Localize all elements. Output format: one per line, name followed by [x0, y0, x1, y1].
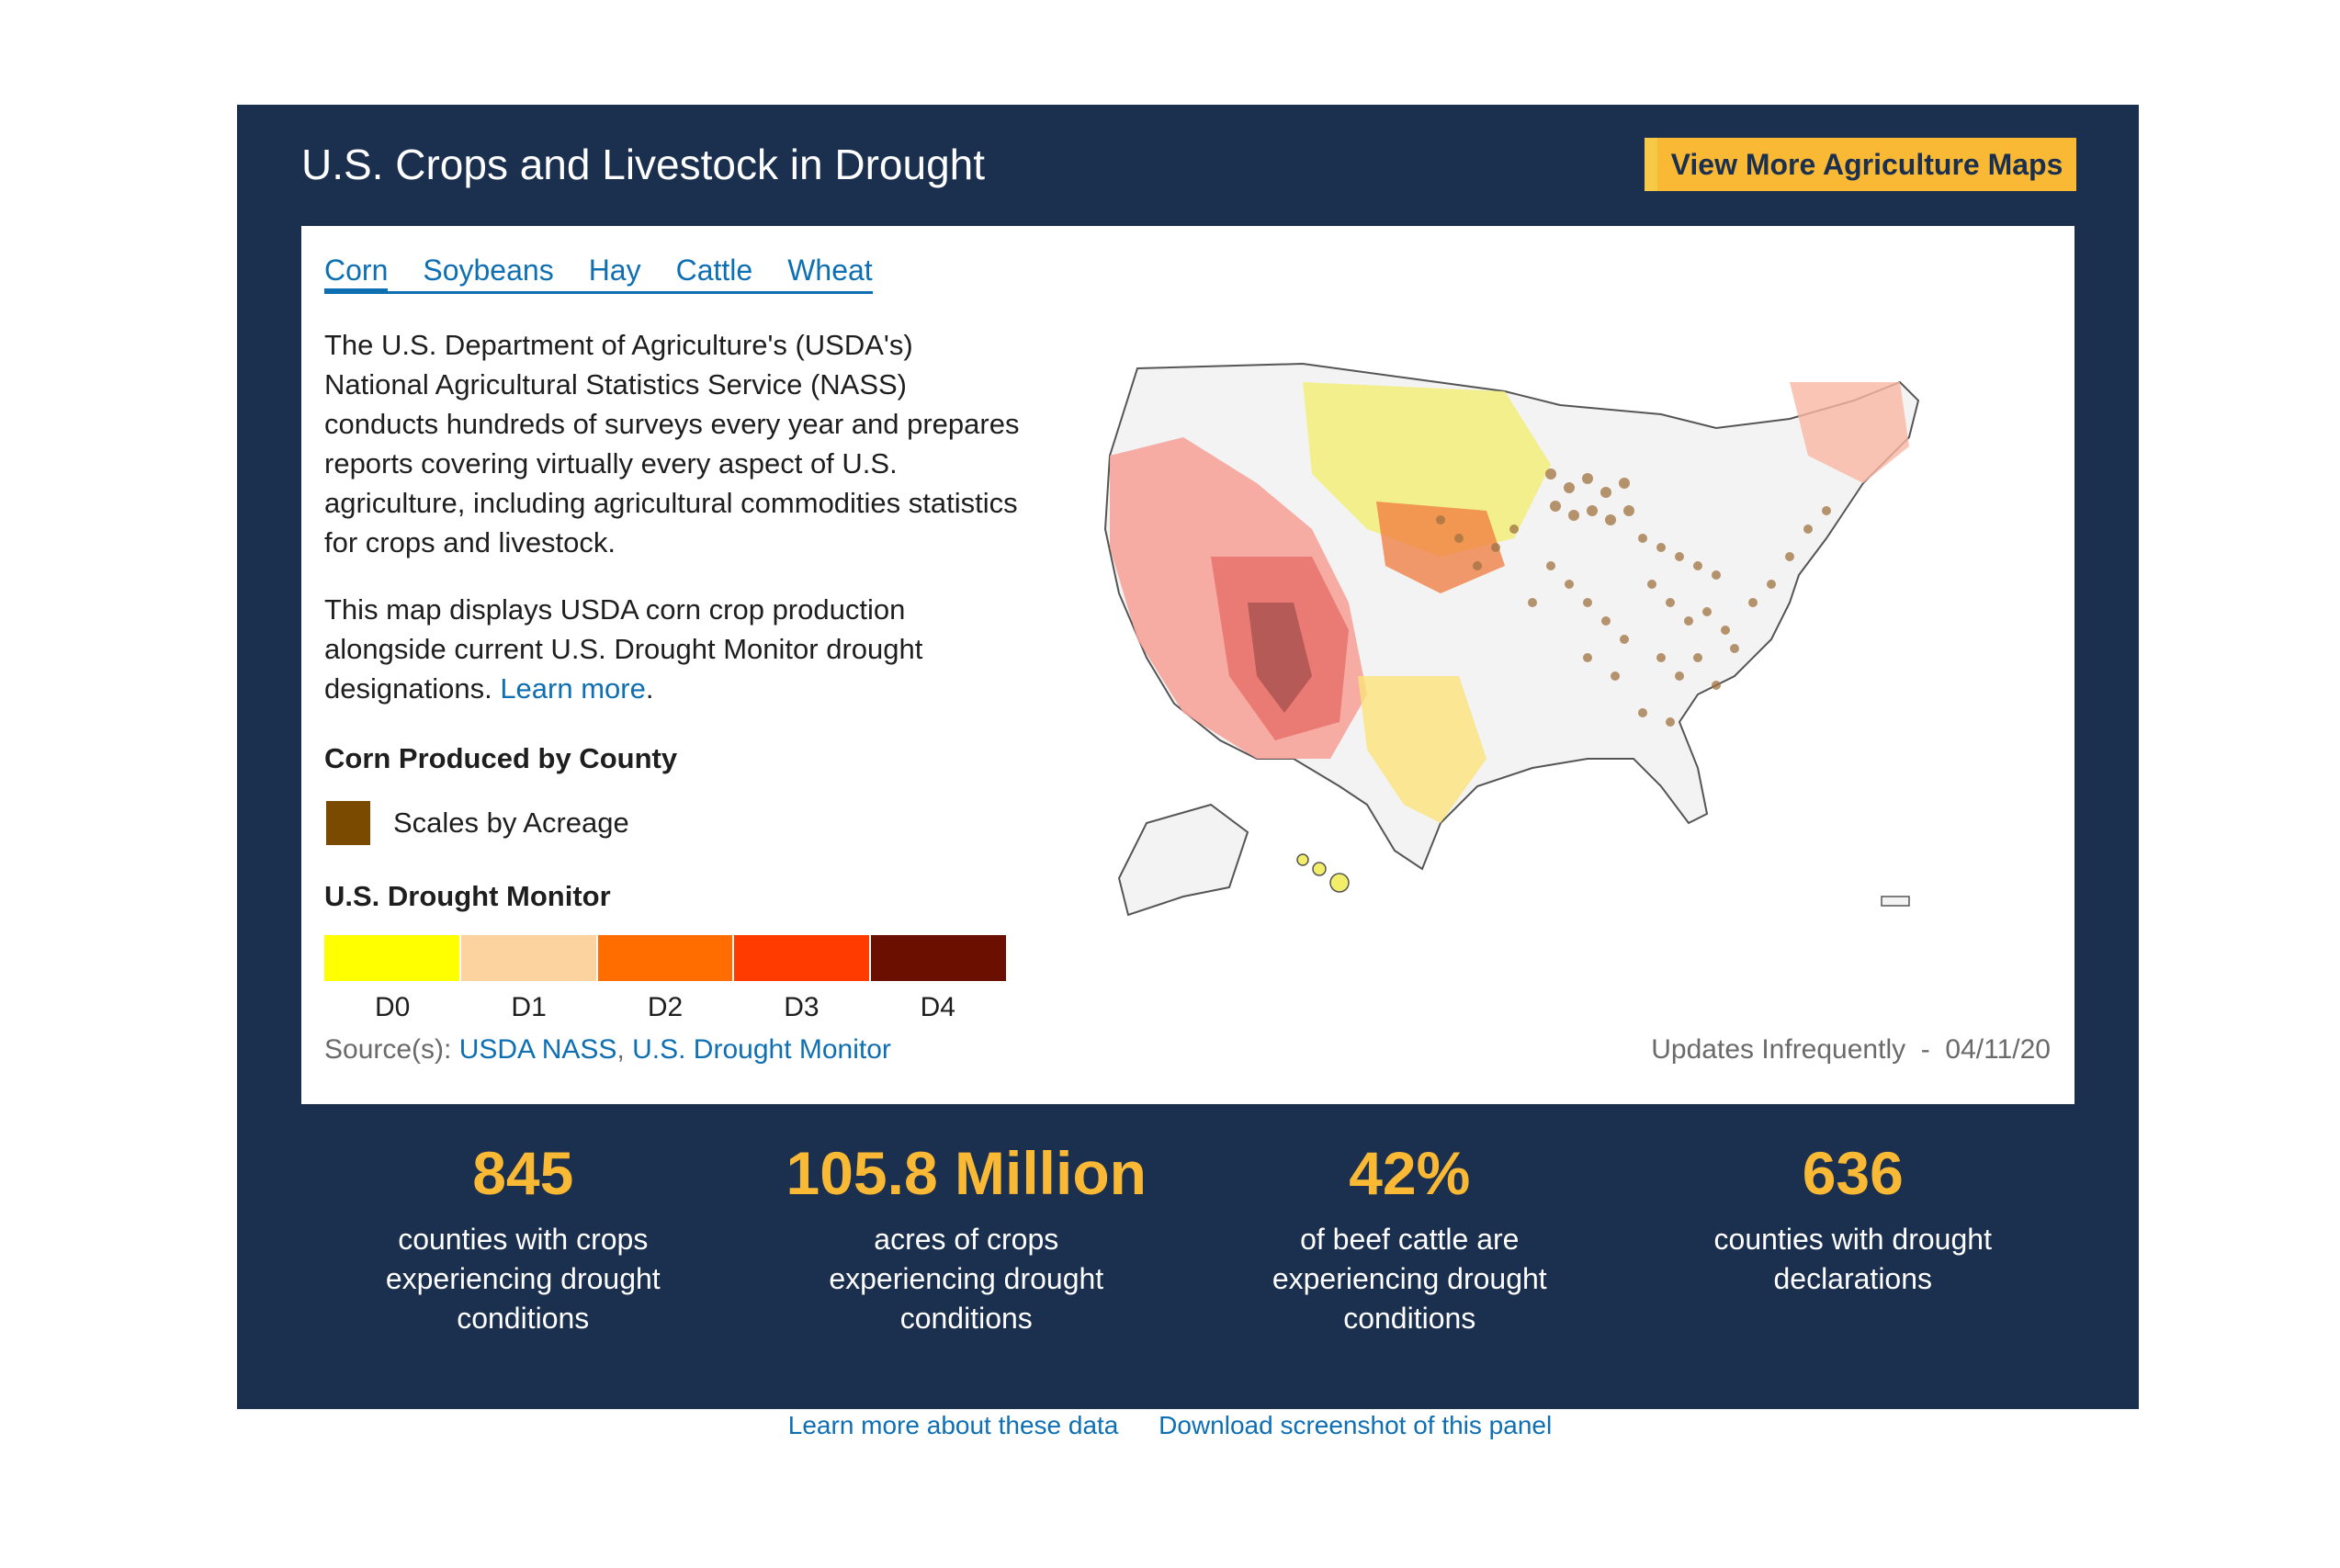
d1-label: D1: [511, 992, 547, 1022]
hawaii: [1296, 853, 1350, 893]
corn-legend-title: Corn Produced by County: [324, 742, 678, 774]
usda-nass-link[interactable]: USDA NASS: [458, 1034, 617, 1065]
learn-more-link[interactable]: Learn more: [500, 672, 646, 705]
stat-drought-declarations: 636 counties with drought declarations: [1632, 1143, 2075, 1338]
alaska: [1117, 803, 1249, 917]
d3-label: D3: [784, 992, 820, 1022]
footer-links: Learn more about these data Download scr…: [0, 1411, 2340, 1440]
description-paragraph-2: This map displays USDA corn crop product…: [324, 590, 1023, 708]
d2-label: D2: [647, 992, 684, 1022]
drought-legend-title: U.S. Drought Monitor: [324, 880, 611, 912]
d1-swatch: [460, 935, 598, 981]
description-paragraph-1: The U.S. Department of Agriculture's (US…: [324, 329, 1020, 558]
stat-value: 636: [1802, 1139, 1904, 1207]
stat-label: of beef cattle are experiencing drought …: [1272, 1223, 1547, 1335]
drought-d0-plains: [1303, 382, 1551, 557]
tab-cattle[interactable]: Cattle: [675, 254, 753, 287]
source-prefix: Source(s):: [324, 1034, 459, 1065]
stat-value: 42%: [1349, 1139, 1471, 1207]
puerto-rico: [1881, 896, 1910, 907]
stat-beef-cattle: 42% of beef cattle are experiencing drou…: [1188, 1143, 1632, 1338]
updates-text: Updates Infrequently - 04/11/20: [1651, 1034, 2051, 1065]
crop-tabs: Corn Soybeans Hay Cattle Wheat: [324, 254, 873, 294]
drought-map[interactable]: [1073, 327, 2056, 924]
d4-label: D4: [920, 992, 955, 1022]
stat-value: 105.8 Million: [786, 1139, 1147, 1207]
drought-d1-northeast: [1790, 382, 1909, 483]
stat-value: 845: [472, 1139, 574, 1207]
panel-title: U.S. Crops and Livestock in Drought: [301, 141, 986, 188]
description: The U.S. Department of Agriculture's (US…: [324, 325, 1023, 736]
drought-d0-texas: [1358, 676, 1487, 823]
stat-label: acres of crops experiencing drought cond…: [829, 1223, 1104, 1335]
tab-corn[interactable]: Corn: [324, 254, 389, 294]
drought-panel: U.S. Crops and Livestock in Drought View…: [237, 105, 2139, 1409]
stat-acres: 105.8 Million acres of crops experiencin…: [745, 1143, 1189, 1338]
download-screenshot-link[interactable]: Download screenshot of this panel: [1159, 1411, 1553, 1439]
stat-counties-crops: 845 counties with crops experiencing dro…: [301, 1143, 745, 1338]
stat-label: counties with drought declarations: [1713, 1223, 1992, 1295]
d4-swatch: [871, 935, 1006, 981]
tab-wheat[interactable]: Wheat: [787, 254, 873, 287]
drought-d4-core: [1248, 603, 1312, 713]
description-p2-text: This map displays USDA corn crop product…: [324, 593, 923, 705]
source-line: Source(s): USDA NASS, U.S. Drought Monit…: [324, 1034, 891, 1066]
d3-swatch: [734, 935, 872, 981]
view-more-maps-button[interactable]: View More Agriculture Maps: [1645, 138, 2076, 191]
stats-row: 845 counties with crops experiencing dro…: [301, 1143, 2074, 1338]
corn-swatch: [326, 801, 370, 845]
tab-soybeans[interactable]: Soybeans: [423, 254, 554, 287]
description-p2-tail: .: [645, 672, 654, 705]
tab-hay[interactable]: Hay: [588, 254, 641, 287]
d0-label: D0: [375, 992, 411, 1022]
map-card: Corn Soybeans Hay Cattle Wheat The U.S. …: [301, 226, 2074, 1104]
d2-swatch: [597, 935, 735, 981]
corn-swatch-label: Scales by Acreage: [393, 807, 629, 839]
stat-label: counties with crops experiencing drought…: [385, 1223, 661, 1335]
source-separator: ,: [616, 1034, 633, 1065]
drought-monitor-link[interactable]: U.S. Drought Monitor: [632, 1034, 891, 1065]
learn-more-data-link[interactable]: Learn more about these data: [787, 1411, 1119, 1439]
drought-d2-central: [1376, 502, 1505, 593]
drought-color-bar: [324, 935, 1006, 981]
d0-swatch: [324, 935, 461, 981]
corn-dots: [1436, 468, 1831, 727]
drought-labels: D0 D1 D2 D3 D4: [324, 992, 1006, 1023]
